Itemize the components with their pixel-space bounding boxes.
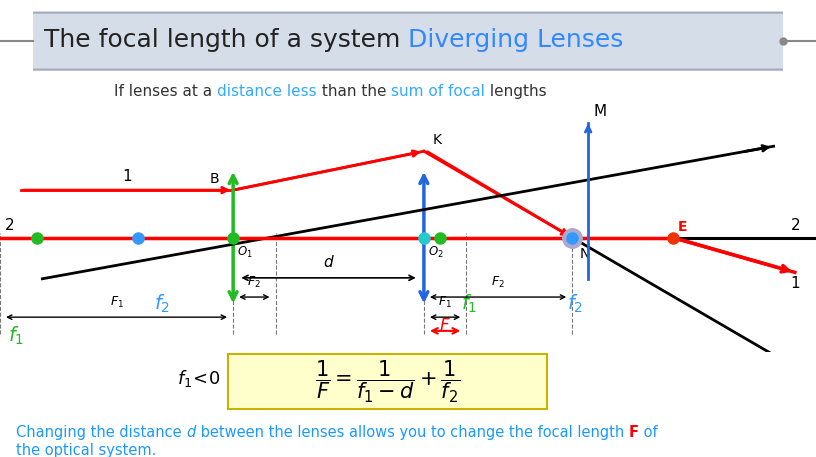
Text: If lenses at a: If lenses at a [114,84,217,99]
Text: $\dfrac{1}{F} = \dfrac{1}{f_1 - d} + \dfrac{1}{f_2}$: $\dfrac{1}{F} = \dfrac{1}{f_1 - d} + \df… [315,359,460,405]
Text: $\mathit{f_1}$: $\mathit{f_1}$ [8,324,24,347]
Text: 2: 2 [5,218,15,234]
Text: 2: 2 [791,218,800,234]
FancyBboxPatch shape [10,13,806,69]
Text: $d$: $d$ [322,254,335,270]
Text: $O_2$: $O_2$ [428,245,444,260]
Text: $\mathit{f_2}$: $\mathit{f_2}$ [153,292,170,315]
Text: distance less: distance less [217,84,317,99]
Text: F: F [628,425,639,441]
Text: $f_1\!<\!0$: $f_1\!<\!0$ [177,367,220,388]
Text: Changing the distance: Changing the distance [16,425,187,441]
Text: E: E [678,220,688,234]
Text: Diverging Lenses: Diverging Lenses [408,28,623,52]
Text: M: M [593,104,606,119]
Text: of: of [639,425,658,441]
Text: $\mathit{f_1}$: $\mathit{f_1}$ [461,292,477,315]
Text: B: B [210,172,220,186]
Text: $F_1$: $F_1$ [109,295,123,310]
Text: $F_2$: $F_2$ [491,275,505,290]
Text: $F_2$: $F_2$ [247,275,261,290]
Text: d: d [187,425,196,441]
Text: $F_1$: $F_1$ [438,295,452,310]
Text: the optical system.: the optical system. [16,443,157,457]
Text: lengths: lengths [486,84,547,99]
Text: $O_1$: $O_1$ [237,245,253,260]
Text: 1: 1 [791,276,800,291]
Text: 1: 1 [122,169,132,184]
Text: N: N [579,247,590,261]
Text: $\mathit{F}$: $\mathit{F}$ [439,318,451,335]
Text: $\mathit{f_2}$: $\mathit{f_2}$ [567,292,583,315]
Text: between the lenses allows you: between the lenses allows you [196,425,431,441]
Text: than the: than the [317,84,391,99]
FancyBboxPatch shape [228,354,547,409]
Text: to change the focal length: to change the focal length [431,425,628,441]
Text: The focal length of a system: The focal length of a system [43,28,408,52]
Text: sum of focal: sum of focal [391,84,486,99]
Text: K: K [432,133,441,147]
